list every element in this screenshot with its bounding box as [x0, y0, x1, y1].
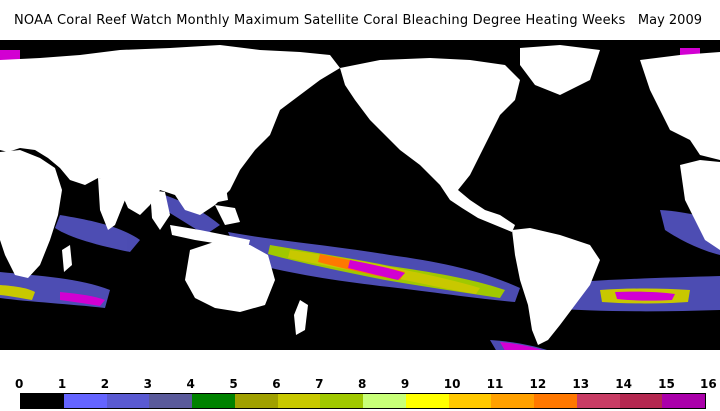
land — [0, 45, 720, 358]
legend-swatch-5 — [234, 394, 278, 408]
legend-swatch-11 — [491, 394, 534, 408]
map-canvas — [0, 40, 720, 358]
title-bar: NOAA Coral Reef Watch Monthly Maximum Sa… — [0, 0, 720, 40]
legend-label-11: 11 — [486, 377, 504, 391]
legend-swatch-10 — [448, 394, 492, 408]
legend-swatch-15 — [662, 394, 705, 408]
legend-label-10: 10 — [443, 377, 461, 391]
legend-swatch-8 — [363, 394, 406, 408]
legend-label-15: 15 — [658, 377, 675, 391]
legend-swatch-7 — [320, 394, 363, 408]
legend-label-2: 2 — [100, 377, 110, 391]
legend-swatch-2 — [106, 394, 150, 408]
dhw-color-legend — [20, 393, 706, 409]
legend-label-13: 13 — [572, 377, 590, 391]
legend-swatch-1 — [63, 394, 107, 408]
legend-label-12: 12 — [529, 377, 547, 391]
legend-label-7: 7 — [315, 377, 324, 391]
legend-swatch-6 — [277, 394, 321, 408]
legend-swatch-14 — [619, 394, 663, 408]
legend-label-9: 9 — [400, 377, 410, 391]
legend-swatch-3 — [149, 394, 192, 408]
legend-label-0: 0 — [15, 377, 24, 391]
legend-swatch-9 — [405, 394, 449, 408]
legend-label-5: 5 — [229, 377, 238, 391]
legend-label-14: 14 — [615, 377, 632, 391]
legend-label-1: 1 — [57, 377, 67, 391]
legend-label-8: 8 — [358, 377, 367, 391]
map-date: May 2009 — [637, 13, 702, 28]
legend-label-6: 6 — [272, 377, 281, 391]
legend-swatch-4 — [192, 394, 235, 408]
legend-swatch-13 — [576, 394, 620, 408]
legend-label-3: 3 — [143, 377, 152, 391]
legend-swatch-12 — [534, 394, 577, 408]
world-map — [0, 40, 720, 358]
dhw-moderate-areas — [0, 48, 700, 356]
legend-swatch-0 — [21, 394, 64, 408]
map-title: NOAA Coral Reef Watch Monthly Maximum Sa… — [14, 13, 626, 28]
legend-label-16: 16 DHW — [700, 377, 720, 391]
legend-label-4: 4 — [186, 377, 195, 391]
